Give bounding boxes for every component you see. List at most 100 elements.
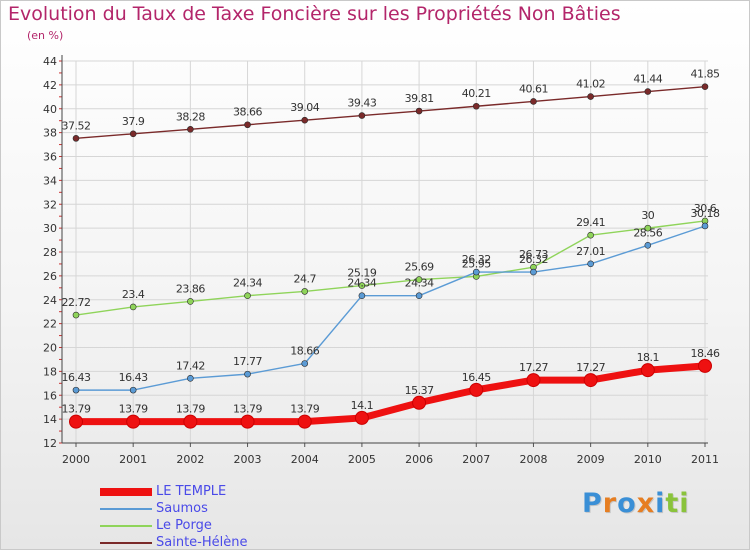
x-tick-label: 2003 xyxy=(234,453,262,466)
axes: 12 14 16 18 20 22 24 26 28 30 32 34 36 38 40 42 44 2000 20… xyxy=(43,55,719,466)
data-point-le-temple xyxy=(412,395,427,410)
data-point-le-temple xyxy=(240,414,255,429)
data-label-saumos: 18.66 xyxy=(290,344,319,357)
data-point-saumos xyxy=(129,386,137,394)
data-point-le-temple xyxy=(69,414,83,429)
data-point-sainte-h-l-ne xyxy=(644,88,652,95)
data-point-sainte-h-l-ne xyxy=(415,107,423,115)
data-label-saumos: 26.32 xyxy=(519,253,548,266)
y-tick-label: 24 xyxy=(43,294,57,307)
y-tick-label: 12 xyxy=(43,437,57,450)
data-point-sainte-h-l-ne xyxy=(72,135,80,142)
data-label-le-porge: 26.73 xyxy=(519,248,548,261)
data-point-sainte-h-l-ne xyxy=(530,98,537,105)
data-label-sainte-h-l-ne: 41.44 xyxy=(633,73,662,86)
data-point-saumos xyxy=(701,222,709,230)
y-tick-label: 20 xyxy=(43,342,57,355)
legend-label: Saumos xyxy=(156,501,208,516)
logo-letter: i xyxy=(679,488,690,519)
y-tick-label: 38 xyxy=(43,127,57,140)
series-line-le-temple xyxy=(72,362,709,426)
y-tick-label: 18 xyxy=(43,365,57,378)
legend-label: LE TEMPLE xyxy=(156,484,227,499)
data-point-le-temple xyxy=(583,373,598,388)
proxiti-logo: Proxiti xyxy=(582,488,690,519)
data-label-le-temple: 13.79 xyxy=(62,403,91,416)
data-label-sainte-h-l-ne: 37.52 xyxy=(62,119,91,132)
y-tick-label: 36 xyxy=(43,151,57,164)
x-tick-label: 2008 xyxy=(519,453,547,466)
y-tick-label: 22 xyxy=(43,318,57,331)
data-label-saumos: 16.43 xyxy=(62,371,91,384)
legend-swatch xyxy=(100,508,152,510)
logo-letter: o xyxy=(617,488,637,519)
data-point-sainte-h-l-ne xyxy=(129,130,137,138)
data-labels: 37.52 37.9 38.28 38.66 39.04 39.43 39.81 40.21 4… xyxy=(62,68,721,416)
data-point-sainte-h-l-ne xyxy=(701,83,709,90)
data-label-le-temple: 13.79 xyxy=(176,403,205,416)
x-tick-label: 2009 xyxy=(577,453,605,466)
data-label-sainte-h-l-ne: 41.85 xyxy=(691,68,720,81)
y-tick-label: 44 xyxy=(43,55,57,68)
data-point-sainte-h-l-ne xyxy=(301,116,309,124)
data-label-le-temple: 14.1 xyxy=(351,399,374,412)
data-label-le-temple: 16.45 xyxy=(462,371,491,384)
y-tick-label: 42 xyxy=(43,79,57,92)
x-tick-label: 2001 xyxy=(119,453,147,466)
logo-letter: i xyxy=(655,488,666,519)
data-label-saumos: 24.34 xyxy=(347,277,376,290)
y-tick-label: 28 xyxy=(43,246,57,259)
data-label-le-porge: 23.4 xyxy=(122,288,145,301)
data-point-le-temple xyxy=(469,382,484,397)
data-point-saumos xyxy=(587,260,594,268)
data-point-saumos xyxy=(415,292,423,299)
data-label-sainte-h-l-ne: 38.28 xyxy=(176,110,205,123)
data-label-le-temple: 13.79 xyxy=(290,403,319,416)
data-point-le-porge xyxy=(72,311,80,319)
data-point-le-temple xyxy=(640,363,655,378)
data-point-le-porge xyxy=(415,276,423,283)
data-point-le-temple xyxy=(526,373,541,388)
data-label-le-temple: 18.46 xyxy=(691,347,720,360)
data-point-saumos xyxy=(472,268,480,276)
series-line-sainte-h-l-ne xyxy=(75,85,706,140)
logo-letter: x xyxy=(636,488,656,519)
data-label-le-porge: 30.6 xyxy=(694,202,717,215)
data-point-le-temple xyxy=(698,358,712,373)
data-point-saumos xyxy=(244,370,251,378)
data-label-sainte-h-l-ne: 39.81 xyxy=(405,92,434,105)
grid xyxy=(62,60,708,444)
data-label-sainte-h-l-ne: 37.9 xyxy=(122,115,145,128)
data-point-saumos xyxy=(644,242,652,249)
data-point-le-porge xyxy=(301,288,309,295)
y-tick-label: 30 xyxy=(43,222,57,235)
data-label-saumos: 27.01 xyxy=(576,245,605,258)
data-point-le-temple xyxy=(354,410,369,425)
data-label-saumos: 17.42 xyxy=(176,359,205,372)
legend-label: Sainte-Hélène xyxy=(156,535,248,550)
data-point-sainte-h-l-ne xyxy=(358,112,366,119)
data-point-saumos xyxy=(530,268,537,276)
data-label-le-porge: 25.19 xyxy=(347,267,376,280)
data-label-le-porge: 25.95 xyxy=(462,257,491,270)
data-point-saumos xyxy=(358,292,366,299)
x-tick-label: 2004 xyxy=(291,453,319,466)
data-label-sainte-h-l-ne: 39.04 xyxy=(290,101,319,114)
legend-swatch xyxy=(100,488,152,496)
data-label-sainte-h-l-ne: 38.66 xyxy=(233,106,262,119)
data-label-le-temple: 15.37 xyxy=(405,384,434,397)
data-label-le-temple: 17.27 xyxy=(519,361,548,374)
y-tick-label: 14 xyxy=(43,413,57,426)
series-line-le-porge xyxy=(75,220,706,316)
data-label-le-porge: 23.86 xyxy=(176,282,205,295)
data-label-saumos: 30.18 xyxy=(691,207,720,220)
series xyxy=(69,83,712,429)
data-point-sainte-h-l-ne xyxy=(587,93,594,100)
data-point-le-porge xyxy=(129,303,137,311)
data-point-le-porge xyxy=(587,231,594,239)
data-label-sainte-h-l-ne: 40.61 xyxy=(519,82,548,95)
x-tick-label: 2002 xyxy=(176,453,204,466)
x-tick-label: 2007 xyxy=(462,453,490,466)
data-point-saumos xyxy=(301,360,309,367)
